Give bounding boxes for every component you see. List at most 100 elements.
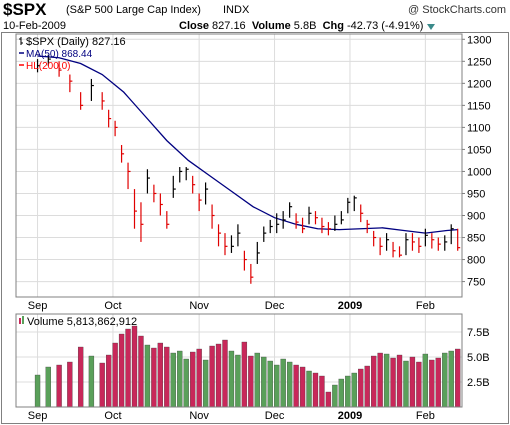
volume-bar	[88, 355, 95, 408]
price-bar	[327, 222, 331, 236]
price-panel-background	[16, 34, 462, 297]
price-bars	[36, 54, 461, 284]
price-y-tick-label: 1100	[467, 122, 491, 134]
volume-bar	[364, 365, 370, 408]
volume-bar	[151, 347, 157, 408]
close-label: Close	[179, 20, 209, 32]
price-bar	[185, 167, 189, 181]
ticker-symbol: $SPX	[3, 0, 47, 19]
volume-legend-entry: Volume 5,813,862,912	[27, 316, 137, 328]
price-x-axis: Sep Oct Nov Dec 2009 Feb	[28, 300, 435, 312]
price-bar	[250, 263, 254, 284]
price-x-tick-label: 2009	[338, 300, 362, 312]
volume-x-tick-label: Feb	[416, 410, 435, 422]
volume-bar	[396, 354, 403, 408]
volume-bar	[351, 372, 357, 408]
volume-bar	[332, 384, 338, 408]
price-bar	[205, 182, 209, 205]
volume-y-tick-label: 2.5B	[467, 377, 490, 389]
price-bar	[159, 193, 163, 216]
price-y-tick-label: 1050	[467, 144, 491, 156]
price-bar	[269, 219, 273, 234]
volume-x-tick-label: Sep	[28, 410, 48, 422]
volume-bar	[409, 356, 416, 408]
volume-bar	[228, 350, 235, 408]
volume-bar	[435, 357, 441, 408]
volume-bar	[190, 351, 196, 408]
volume-bar	[274, 364, 280, 408]
ma50-line	[37, 55, 458, 234]
volume-bar	[67, 361, 73, 408]
volume-y-tick-label: 7.5B	[467, 327, 490, 339]
price-panel-border	[15, 33, 463, 298]
volume-bar	[215, 343, 222, 408]
price-y-tick-label: 900	[467, 211, 485, 223]
price-y-tick-label: 950	[467, 188, 485, 200]
price-bar	[405, 233, 409, 256]
company-name: (S&P 500 Large Cap Index)	[66, 4, 201, 16]
volume-bar	[157, 342, 164, 408]
quote-summary: Close 827.16 Volume 5.8B Chg -42.73 (-4.…	[179, 20, 435, 32]
price-bar	[211, 204, 215, 229]
ma50-series	[37, 55, 458, 234]
chg-label: Chg	[322, 20, 344, 32]
volume-y-axis: 2.5B 5.0B 7.5B	[467, 327, 490, 389]
volume-bar	[196, 348, 202, 408]
volume-x-tick-label: Oct	[104, 410, 121, 422]
volume-bar	[235, 354, 241, 408]
price-bar	[424, 228, 428, 247]
volume-bar	[448, 350, 454, 408]
price-bar	[379, 237, 383, 256]
price-bar	[437, 237, 441, 251]
price-bar	[192, 175, 196, 194]
price-bar	[237, 224, 241, 247]
volume-bar	[118, 333, 125, 408]
price-bar	[411, 233, 415, 251]
price-bar	[153, 184, 157, 203]
price-bar	[133, 189, 138, 229]
volume-value: 5.8B	[293, 20, 317, 32]
price-bar	[431, 233, 435, 249]
volume-bar	[222, 339, 228, 408]
price-bar	[230, 235, 234, 253]
price-bar	[398, 246, 403, 258]
volume-bar	[293, 364, 299, 408]
price-legend-entry: HL(200.0)	[26, 61, 70, 72]
volume-bar	[248, 355, 254, 408]
brand-logo-text[interactable]: @ StockCharts.com	[408, 4, 506, 16]
volume-bar	[34, 374, 41, 408]
price-y-tick-label: 1000	[467, 166, 491, 178]
volume-bar	[99, 362, 105, 408]
volume-bar	[371, 355, 377, 408]
volume-bar	[267, 360, 273, 408]
price-bar	[418, 237, 422, 253]
volume-bar	[319, 375, 325, 408]
price-y-tick-label: 1250	[467, 56, 491, 68]
price-bar	[321, 217, 325, 234]
volume-bar	[280, 358, 286, 408]
price-bar	[385, 233, 390, 251]
close-value: 827.16	[212, 20, 246, 32]
price-bar	[224, 233, 228, 256]
price-y-tick-label: 1300	[467, 34, 491, 46]
price-bar	[47, 54, 51, 66]
price-bar	[450, 224, 454, 245]
volume-bar	[429, 359, 435, 408]
price-bar	[256, 241, 260, 264]
price-y-axis: 750 800 850 900 950 1000 1050 1100 1150 1200 1250 1…	[462, 34, 491, 289]
volume-bar	[183, 358, 189, 408]
volume-bar	[105, 354, 112, 408]
bar-icon	[19, 37, 23, 45]
volume-bar	[416, 361, 422, 408]
volume-bar	[56, 364, 62, 408]
volume-bar	[390, 357, 396, 408]
price-x-tick-label: Oct	[104, 300, 121, 312]
volume-bar	[312, 372, 319, 408]
price-x-tick-label: Dec	[265, 300, 285, 312]
price-bar	[392, 241, 396, 258]
volume-bar	[45, 366, 51, 408]
volume-x-tick-label: Dec	[265, 410, 285, 422]
volume-bar	[138, 335, 144, 408]
